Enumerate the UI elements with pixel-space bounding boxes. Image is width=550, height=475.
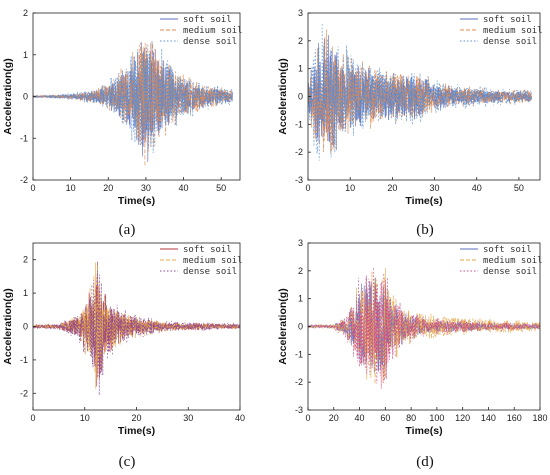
chart-panel-1: 0 10 20 30 40 50 -2 -1 0 1 2 Time(s) Acceleration(g)… [2, 8, 243, 238]
y-tick-label: 1 [298, 294, 303, 304]
legend-label: dense soil [183, 267, 237, 277]
x-tick-label: 0 [30, 183, 35, 193]
x-tick-label: 20 [387, 183, 397, 193]
legend-label: soft soil [483, 15, 532, 25]
x-tick-label: 120 [455, 413, 470, 423]
y-tick-label: 2 [23, 255, 28, 265]
y-tick-label: -2 [20, 175, 28, 185]
y-tick-label: 1 [23, 50, 28, 60]
x-tick-label: 30 [183, 413, 193, 423]
y-axis-label: Acceleration(g) [277, 58, 289, 134]
panel-label: (a) [119, 222, 136, 238]
panel-label: (c) [119, 454, 136, 470]
panel-label: (d) [416, 454, 434, 470]
y-tick-label: 0 [23, 92, 28, 102]
series-line-medium-soil [308, 268, 540, 385]
y-tick-label: -1 [295, 349, 303, 359]
series-line-medium-soil [308, 29, 532, 154]
series-line-dense-soil [308, 267, 540, 389]
legend-label: medium soil [483, 26, 543, 36]
y-tick-label: -3 [295, 175, 303, 185]
y-axis-label: Acceleration(g) [2, 288, 14, 364]
x-tick-label: 10 [66, 183, 76, 193]
x-tick-label: 20 [131, 413, 141, 423]
series-line-dense-soil [33, 270, 240, 396]
y-tick-label: 0 [23, 322, 28, 332]
x-tick-label: 40 [179, 183, 189, 193]
legend-label: soft soil [183, 245, 232, 255]
y-tick-label: 0 [298, 92, 303, 102]
x-axis-label: Time(s) [405, 195, 442, 207]
x-tick-label: 30 [141, 183, 151, 193]
x-tick-label: 0 [305, 413, 310, 423]
y-tick-label: -2 [20, 388, 28, 398]
x-tick-label: 0 [30, 413, 35, 423]
x-tick-label: 50 [216, 183, 226, 193]
x-tick-label: 30 [430, 183, 440, 193]
x-axis-label: Time(s) [118, 195, 155, 207]
y-tick-label: 2 [298, 36, 303, 46]
x-tick-label: 20 [103, 183, 113, 193]
x-tick-label: 60 [380, 413, 390, 423]
x-axis-label: Time(s) [405, 425, 442, 437]
panel-label: (b) [416, 222, 434, 238]
x-tick-label: 160 [507, 413, 522, 423]
y-tick-label: 2 [298, 266, 303, 276]
legend-label: medium soil [183, 26, 243, 36]
x-tick-label: 20 [329, 413, 339, 423]
legend-label: dense soil [483, 267, 537, 277]
x-tick-label: 100 [429, 413, 444, 423]
y-axis-label: Acceleration(g) [2, 58, 14, 134]
x-tick-label: 10 [80, 413, 90, 423]
legend-label: medium soil [483, 256, 543, 266]
y-tick-label: 0 [298, 322, 303, 332]
legend-label: soft soil [483, 245, 532, 255]
y-tick-label: -1 [295, 119, 303, 129]
y-tick-label: -1 [20, 133, 28, 143]
y-tick-label: 3 [298, 8, 303, 18]
x-tick-label: 40 [472, 183, 482, 193]
legend-label: dense soil [483, 37, 537, 47]
y-tick-label: 2 [23, 8, 28, 18]
y-tick-label: -2 [295, 377, 303, 387]
x-tick-label: 50 [514, 183, 524, 193]
chart-panel-2: 0 10 20 30 40 50 -3 -2 -1 0 1 2 3 Time(s) Acceleration… [277, 8, 543, 238]
x-tick-label: 80 [406, 413, 416, 423]
y-tick-label: -3 [295, 405, 303, 415]
legend-label: dense soil [183, 37, 237, 47]
x-tick-label: 180 [532, 413, 547, 423]
x-tick-label: 0 [305, 183, 310, 193]
y-axis-label: Acceleration(g) [277, 288, 289, 364]
x-tick-label: 140 [481, 413, 496, 423]
y-tick-label: -2 [295, 147, 303, 157]
legend-label: soft soil [183, 15, 232, 25]
x-tick-label: 10 [345, 183, 355, 193]
x-tick-label: 40 [235, 413, 245, 423]
y-tick-label: 3 [298, 238, 303, 248]
y-tick-label: 1 [23, 288, 28, 298]
series-line-dense-soil [33, 44, 233, 153]
x-axis-label: Time(s) [118, 425, 155, 437]
y-tick-label: 1 [298, 64, 303, 74]
legend-label: medium soil [183, 256, 243, 266]
series-line-dense-soil [308, 23, 532, 161]
y-tick-label: -1 [20, 355, 28, 365]
x-tick-label: 40 [355, 413, 365, 423]
chart-panel-3: 0 10 20 30 40 -2 -1 0 1 2 Time(s) Acceleration(g) so… [2, 242, 245, 470]
chart-panel-4: 0 20 40 60 80 100 120 140 160 180 -3 -2 -1 0 1 2 3 Time(s… [277, 238, 548, 470]
